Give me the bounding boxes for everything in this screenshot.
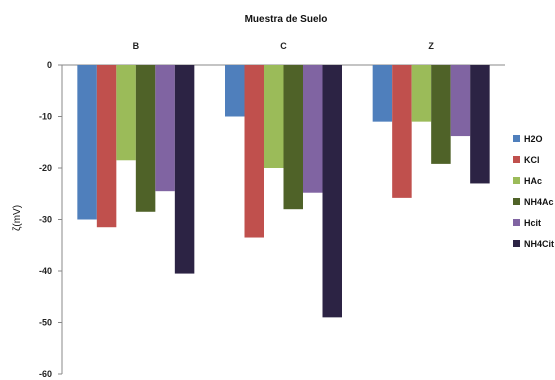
- bar-nh4ac-c: [283, 65, 303, 210]
- bar-nh4ac-z: [431, 65, 451, 164]
- legend: H2O KCl HAc NH4Ac Hcit NH4Cit: [513, 134, 554, 249]
- bar-h2o-z: [372, 65, 393, 122]
- legend-label-nh4ac: NH4Ac: [524, 197, 554, 207]
- category-label: Z: [428, 41, 434, 51]
- bar-hac-b: [116, 65, 136, 161]
- y-tick-label: -50: [39, 318, 52, 328]
- plot-area: 0 -10 -20 -30 -40 -50 -60 B C Z: [39, 41, 505, 379]
- category-label: C: [280, 41, 287, 51]
- bar-h2o-b: [77, 65, 97, 220]
- bar-nh4ac-b: [135, 65, 156, 212]
- bar-nh4cit-c: [322, 65, 342, 318]
- bar-hcit-b: [155, 65, 175, 192]
- bar-nh4cit-b: [174, 65, 195, 274]
- bar-hac-c: [264, 65, 284, 168]
- legend-swatch-nh4cit: [513, 240, 520, 247]
- y-tick-label: -30: [39, 215, 52, 225]
- legend-swatch-hac: [513, 177, 520, 184]
- category-label: B: [133, 41, 140, 51]
- y-tick-label: -10: [39, 112, 52, 122]
- y-tick-label: -20: [39, 163, 52, 173]
- legend-label-hac: HAc: [524, 176, 542, 186]
- legend-swatch-nh4ac: [513, 198, 520, 205]
- legend-label-nh4cit: NH4Cit: [524, 239, 554, 249]
- legend-swatch-kcl: [513, 156, 520, 163]
- bar-nh4cit-z: [470, 65, 490, 184]
- legend-swatch-h2o: [513, 135, 520, 142]
- bar-h2o-c: [225, 65, 245, 117]
- y-tick-label: 0: [47, 60, 52, 70]
- bar-kcl-z: [392, 65, 412, 198]
- y-tick-label: -60: [39, 369, 52, 379]
- y-axis-label: ζ(mV): [12, 205, 23, 231]
- bar-hcit-z: [450, 65, 471, 137]
- bar-hac-z: [411, 65, 432, 122]
- bar-hcit-c: [303, 65, 323, 193]
- legend-label-kcl: KCl: [524, 155, 540, 165]
- legend-swatch-hcit: [513, 219, 520, 226]
- bar-kcl-b: [96, 65, 117, 228]
- legend-label-h2o: H2O: [524, 134, 543, 144]
- chart-title: Muestra de Suelo: [245, 14, 328, 25]
- y-tick-label: -40: [39, 266, 52, 276]
- legend-label-hcit: Hcit: [524, 218, 541, 228]
- bar-kcl-c: [244, 65, 264, 238]
